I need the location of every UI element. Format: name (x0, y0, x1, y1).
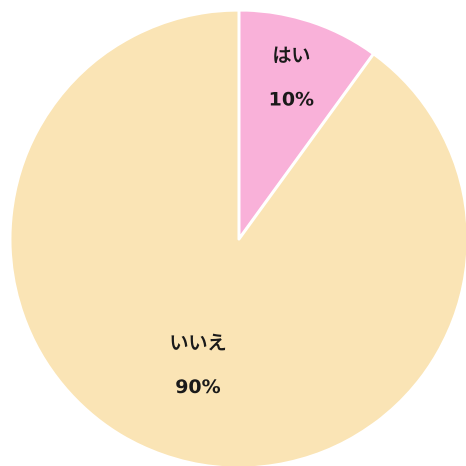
value-label: 10% (269, 88, 314, 110)
pie-slice (8, 8, 466, 466)
slice-label: はい (272, 44, 310, 66)
slice-label: いいえ (169, 332, 226, 354)
pie-slice (237, 8, 376, 241)
value-label: 90% (175, 376, 220, 398)
